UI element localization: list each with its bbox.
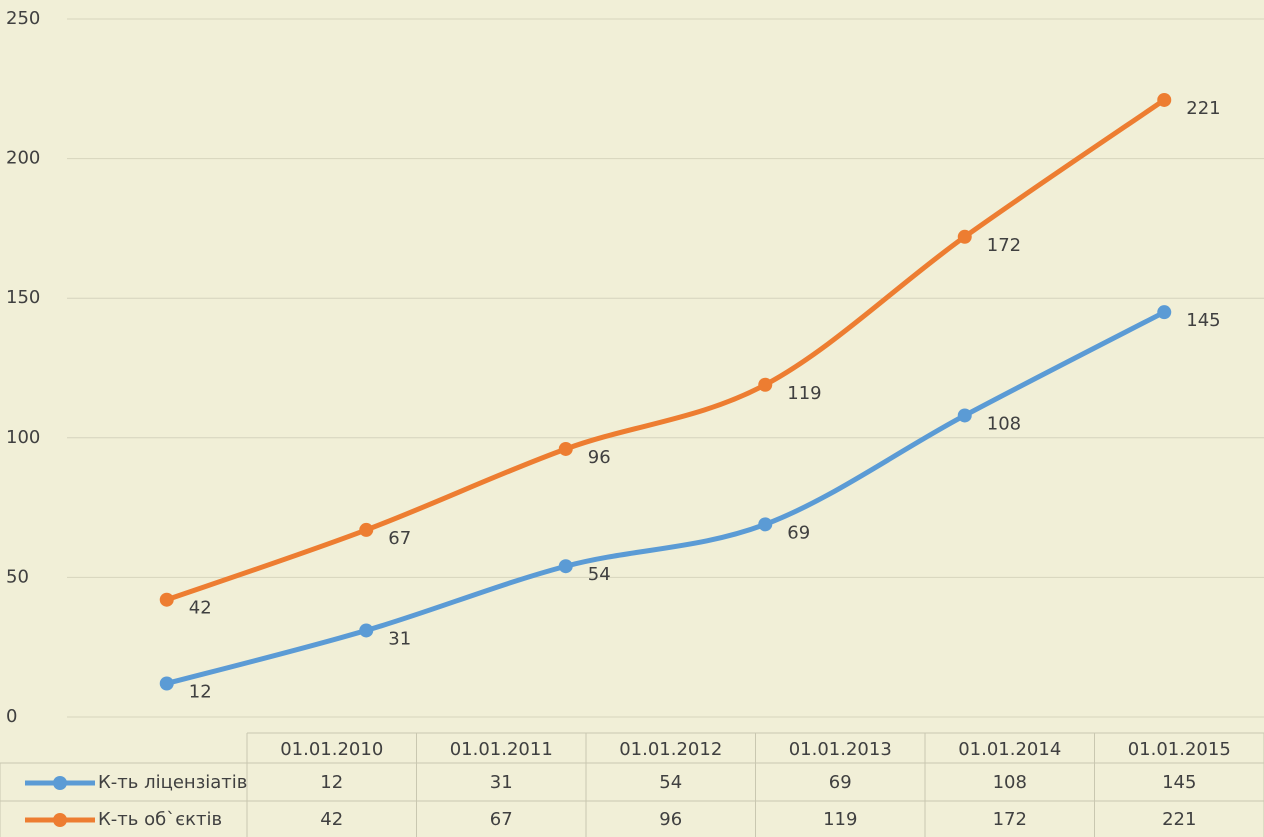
data-point [957, 229, 972, 244]
y-tick-label: 50 [6, 566, 29, 587]
data-point [558, 559, 573, 574]
legend-label: К-ть об`єктів [98, 809, 222, 830]
y-tick-label: 200 [6, 148, 40, 169]
data-point [957, 408, 972, 423]
table-cell: 67 [490, 809, 513, 830]
series-line [164, 309, 1167, 686]
legend-key [53, 776, 67, 790]
data-label: 119 [787, 383, 821, 404]
table-cell: 69 [829, 772, 852, 793]
table-cell: 42 [320, 809, 343, 830]
data-label: 31 [388, 628, 411, 649]
table-cell: 31 [490, 772, 513, 793]
x-tick-label: 01.01.2013 [789, 739, 892, 760]
table-cell: 96 [659, 809, 682, 830]
data-label: 172 [987, 235, 1021, 256]
table-cell: 145 [1162, 772, 1196, 793]
x-tick-label: 01.01.2012 [619, 739, 722, 760]
table-cell: 54 [659, 772, 682, 793]
table-cell: 172 [993, 809, 1027, 830]
x-tick-label: 01.01.2011 [450, 739, 553, 760]
data-label: 42 [189, 598, 212, 619]
data-point [558, 441, 573, 456]
data-label: 145 [1186, 310, 1220, 331]
data-point [159, 592, 174, 607]
data-label: 67 [388, 528, 411, 549]
legend-key [53, 813, 67, 827]
data-point [1157, 305, 1172, 320]
x-tick-label: 01.01.2014 [958, 739, 1061, 760]
y-tick-label: 0 [6, 706, 17, 727]
y-tick-label: 150 [6, 287, 40, 308]
data-point [758, 517, 773, 532]
data-label: 69 [787, 522, 810, 543]
data-label: 221 [1186, 98, 1220, 119]
data-point [359, 623, 374, 638]
table-cell: 221 [1162, 809, 1196, 830]
data-point [359, 522, 374, 537]
data-label: 54 [588, 564, 611, 585]
data-point [159, 676, 174, 691]
x-tick-label: 01.01.2015 [1128, 739, 1231, 760]
legend-label: К-ть ліцензіатів [98, 772, 247, 793]
series-line [164, 97, 1167, 603]
data-label: 12 [189, 681, 212, 702]
data-label: 108 [987, 413, 1021, 434]
data-point [1157, 92, 1172, 107]
table-cell: 119 [823, 809, 857, 830]
data-label: 96 [588, 447, 611, 468]
table-cell: 12 [320, 772, 343, 793]
y-tick-label: 250 [6, 8, 40, 29]
table-cell: 108 [993, 772, 1027, 793]
x-tick-label: 01.01.2010 [280, 739, 383, 760]
y-tick-label: 100 [6, 427, 40, 448]
data-point [758, 377, 773, 392]
